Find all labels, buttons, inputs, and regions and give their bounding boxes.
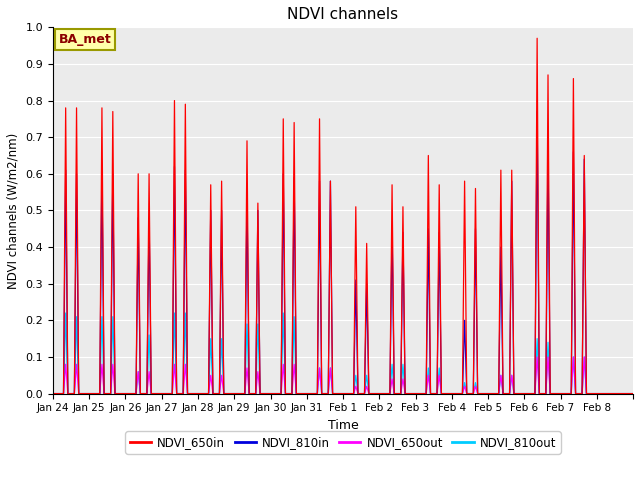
Line: NDVI_810in: NDVI_810in [53, 111, 633, 394]
NDVI_650in [468, 391, 476, 396]
NDVI_810in [468, 391, 476, 396]
Line: NDVI_810out: NDVI_810out [53, 313, 633, 394]
Title: NDVI channels: NDVI channels [287, 7, 399, 22]
NDVI_810out [168, 391, 176, 396]
NDVI_810in [541, 391, 548, 396]
NDVI_650in [168, 391, 175, 396]
NDVI_650in [629, 391, 637, 396]
Text: BA_met: BA_met [59, 33, 111, 46]
NDVI_810out [469, 391, 477, 396]
NDVI_650in [418, 391, 426, 396]
NDVI_810in [168, 391, 175, 396]
NDVI_650in [623, 391, 630, 396]
NDVI_650out [418, 391, 426, 396]
NDVI_810out [623, 391, 630, 396]
NDVI_810out [62, 310, 70, 316]
NDVI_650out [468, 391, 476, 396]
NDVI_810in [49, 391, 57, 396]
NDVI_810in [623, 391, 630, 396]
NDVI_650out [629, 391, 637, 396]
NDVI_810out [541, 391, 548, 396]
NDVI_810out [418, 391, 426, 396]
Y-axis label: NDVI channels (W/m2/nm): NDVI channels (W/m2/nm) [7, 132, 20, 288]
NDVI_810in [533, 108, 541, 114]
Line: NDVI_650out: NDVI_650out [53, 357, 633, 394]
Line: NDVI_650in: NDVI_650in [53, 38, 633, 394]
X-axis label: Time: Time [328, 419, 358, 432]
NDVI_650in [533, 36, 541, 41]
NDVI_810out [629, 391, 637, 396]
NDVI_650out [49, 391, 57, 396]
Legend: NDVI_650in, NDVI_810in, NDVI_650out, NDVI_810out: NDVI_650in, NDVI_810in, NDVI_650out, NDV… [125, 431, 561, 454]
NDVI_810in [506, 391, 513, 396]
NDVI_650out [506, 391, 513, 396]
NDVI_650in [506, 391, 513, 396]
NDVI_810out [49, 391, 57, 396]
NDVI_810in [418, 391, 426, 396]
NDVI_650out [623, 391, 630, 396]
NDVI_650out [168, 391, 175, 396]
NDVI_650out [541, 391, 548, 396]
NDVI_650out [533, 354, 541, 360]
NDVI_810out [506, 389, 513, 395]
NDVI_650in [541, 391, 548, 396]
NDVI_650in [49, 391, 57, 396]
NDVI_810in [629, 391, 637, 396]
